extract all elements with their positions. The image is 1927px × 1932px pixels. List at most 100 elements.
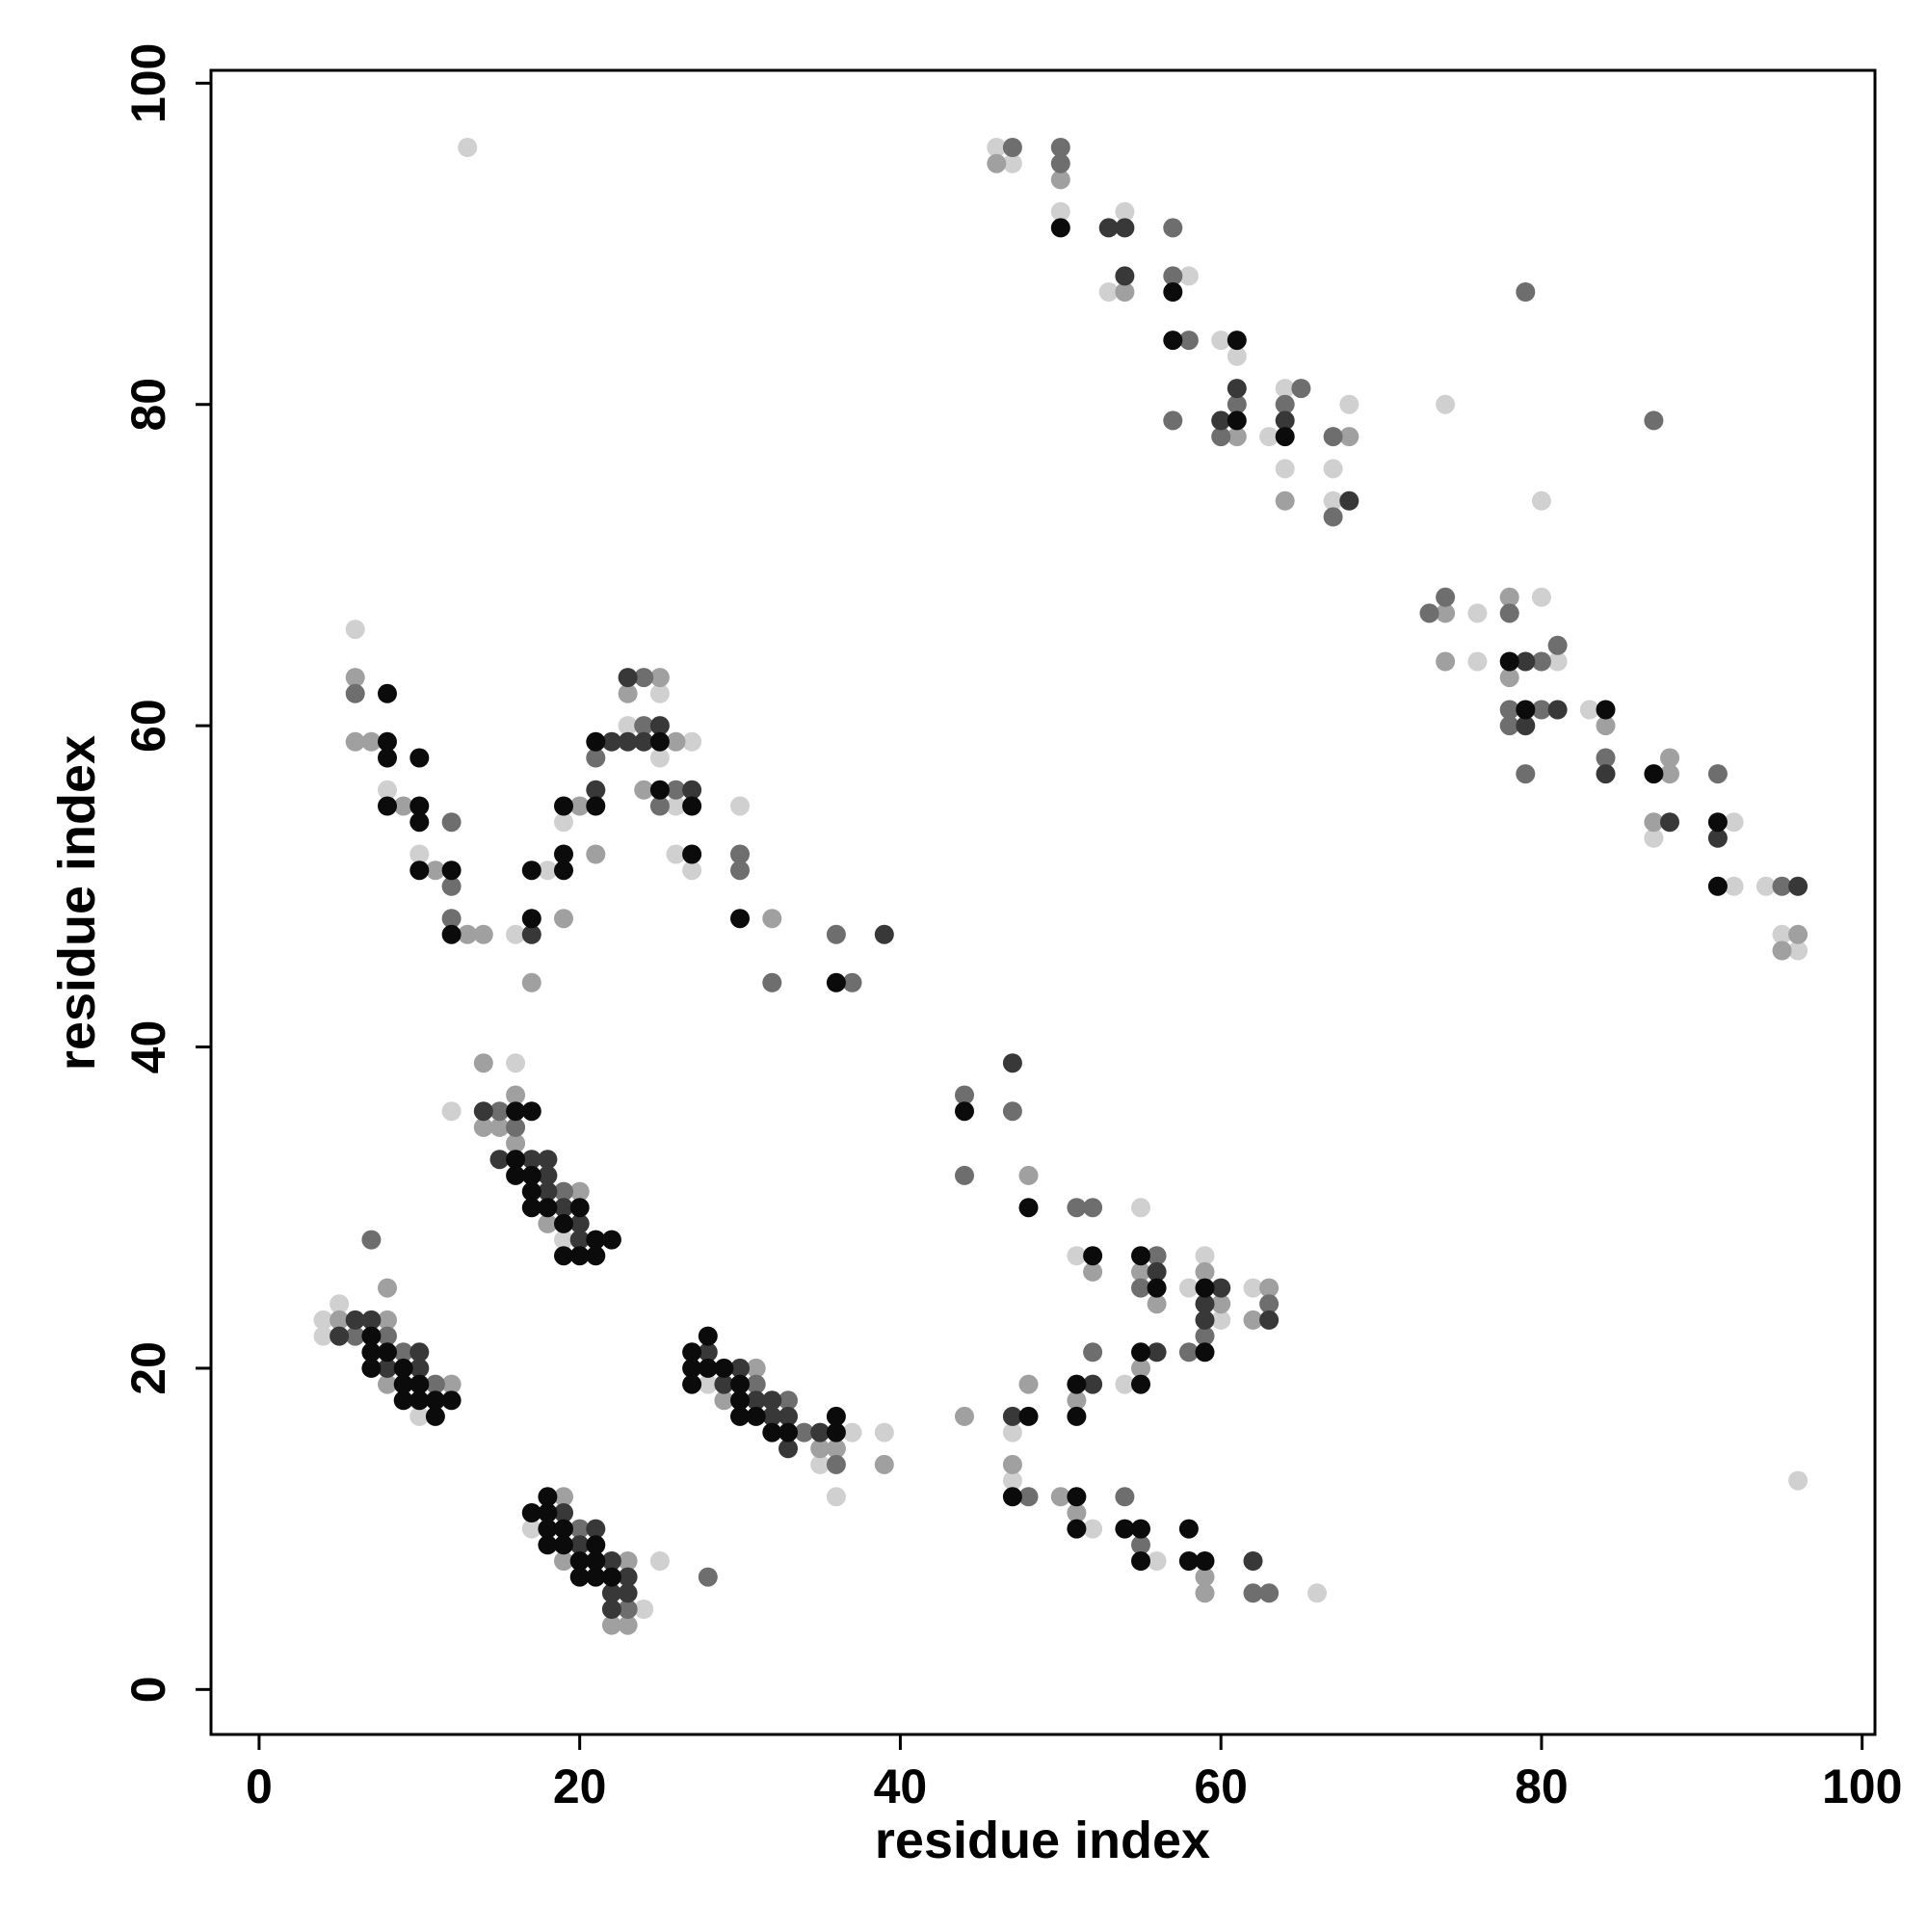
contact-point (1227, 394, 1247, 414)
contact-point (1067, 1198, 1087, 1218)
contact-point (1163, 331, 1183, 351)
contact-point (489, 1150, 510, 1170)
contact-point (361, 1310, 382, 1330)
contact-point (955, 1085, 974, 1105)
contact-point (1211, 410, 1231, 431)
contact-point (1195, 1567, 1215, 1587)
contact-point (1227, 331, 1247, 351)
contact-point (1531, 651, 1551, 672)
contact-point (441, 909, 462, 929)
contact-point (521, 1198, 541, 1218)
contact-point (730, 1390, 750, 1411)
contact-point (473, 1101, 493, 1122)
contact-point (1755, 876, 1776, 896)
contact-point (586, 1535, 606, 1555)
contact-point (345, 620, 365, 640)
contact-point (730, 796, 750, 816)
contact-point (506, 924, 526, 944)
contact-point (1660, 812, 1679, 833)
contact-point (1211, 427, 1231, 447)
contact-point (779, 1406, 798, 1426)
contact-point (601, 1230, 621, 1250)
contact-point (1131, 1551, 1150, 1571)
contact-point (1772, 876, 1792, 896)
contact-point (1131, 1519, 1150, 1539)
contact-point (586, 1519, 606, 1539)
contact-point (1660, 748, 1679, 768)
contact-point (682, 731, 702, 752)
contact-point (554, 1230, 573, 1250)
contact-point (409, 1374, 430, 1394)
contact-point (746, 1374, 766, 1394)
contact-point (618, 1567, 638, 1587)
y-tick-label: 40 (121, 1020, 175, 1074)
contact-point (1547, 700, 1568, 720)
contact-point (1195, 1310, 1215, 1330)
contact-point (1339, 394, 1359, 414)
contact-point (1147, 1342, 1167, 1363)
contact-point (569, 1519, 590, 1539)
contact-point (1098, 282, 1119, 302)
contact-point (1339, 490, 1359, 511)
contact-point (1002, 153, 1022, 173)
contact-point (378, 796, 397, 816)
contact-point (538, 1487, 558, 1507)
contact-point (1724, 876, 1744, 896)
contact-point (441, 1101, 462, 1122)
contact-point (1050, 153, 1070, 173)
contact-point (1307, 1583, 1327, 1603)
contact-point (826, 972, 846, 992)
contact-point (1644, 764, 1664, 784)
contact-point (361, 1230, 382, 1250)
contact-point (1596, 716, 1616, 736)
contact-point (506, 1053, 526, 1073)
contact-point (1002, 1053, 1022, 1073)
contact-point (441, 1390, 462, 1411)
contact-point (1131, 1198, 1150, 1218)
contact-point (842, 972, 862, 992)
contact-point (1018, 1487, 1039, 1507)
contact-point (1579, 700, 1599, 720)
contact-point (378, 1358, 397, 1378)
contact-point (649, 683, 670, 703)
contact-point (393, 796, 413, 816)
y-tick-label: 80 (121, 378, 175, 432)
contact-point (649, 716, 670, 736)
contact-point (538, 1150, 558, 1170)
contact-point (1163, 410, 1183, 431)
contact-point (1436, 651, 1456, 672)
contact-point (1243, 1310, 1263, 1330)
contact-point (1516, 764, 1536, 784)
contact-point (1083, 1374, 1103, 1394)
contact-point (554, 1213, 573, 1233)
contact-point (1067, 1246, 1087, 1266)
contact-point (810, 1439, 831, 1459)
x-tick-label: 0 (246, 1760, 273, 1813)
contact-point (1002, 1487, 1022, 1507)
contact-point (569, 1551, 590, 1571)
contact-point (409, 1390, 430, 1411)
contact-point (1596, 748, 1616, 768)
contact-point (554, 844, 573, 864)
contact-point (618, 731, 638, 752)
contact-point (409, 844, 430, 864)
contact-point (586, 844, 606, 864)
x-tick-label: 40 (874, 1760, 928, 1813)
contact-point (345, 683, 365, 703)
contact-point (345, 668, 365, 688)
contact-point (1243, 1551, 1263, 1571)
contact-point (1147, 1261, 1167, 1282)
contact-point (1147, 1294, 1167, 1314)
contact-point (554, 860, 573, 881)
contact-point (538, 1181, 558, 1202)
contact-point (569, 1567, 590, 1587)
y-axis-title: residue index (48, 735, 106, 1071)
contact-point (874, 1422, 894, 1442)
contact-point (1178, 1519, 1199, 1539)
contact-point (1707, 828, 1728, 848)
contact-point (521, 1165, 541, 1185)
contact-point (698, 1567, 718, 1587)
contact-point (1163, 282, 1183, 302)
contact-point (441, 860, 462, 881)
contact-point (1436, 587, 1456, 607)
